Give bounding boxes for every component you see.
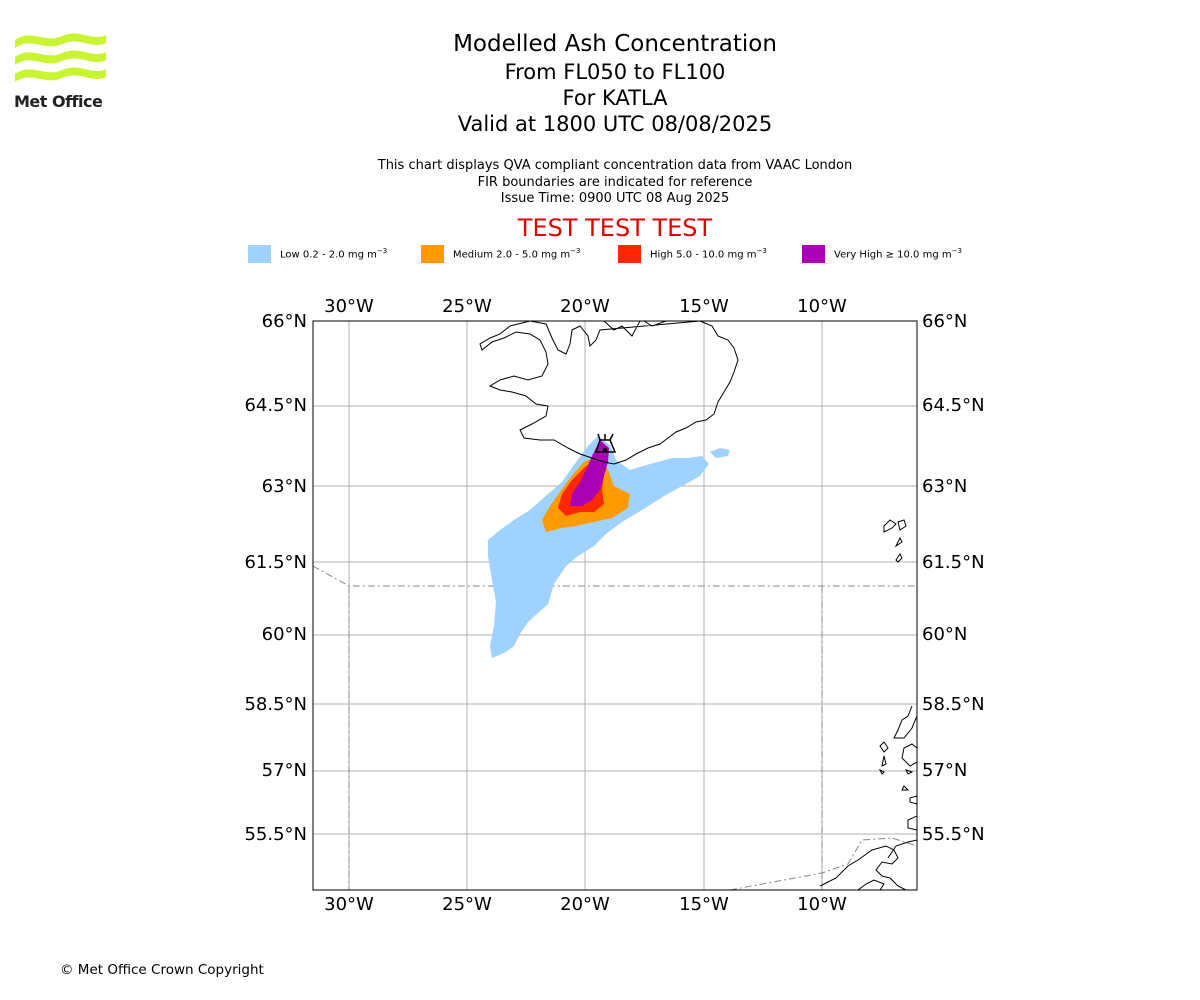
- map-frame: [312, 320, 918, 891]
- issue-time: Issue Time: 0900 UTC 08 Aug 2025: [500, 191, 730, 206]
- shetland-coastline: [893, 705, 917, 739]
- legend-swatch-low: [248, 245, 271, 263]
- hebrides-coastline: [878, 768, 917, 831]
- subtitle-line: This chart displays QVA compliant concen…: [377, 158, 853, 173]
- legend-label-medium: Medium 2.0 - 5.0 mg m−3: [453, 247, 581, 261]
- met-office-logo: Met Office: [14, 30, 109, 112]
- lon-label: 30°W: [324, 894, 374, 915]
- ireland-scotland-coastline: [819, 839, 917, 890]
- chart-title: Modelled Ash Concentration: [453, 31, 777, 57]
- lat-label: 55.5°N: [244, 824, 307, 845]
- met-office-waves-icon: [15, 33, 106, 82]
- lat-label: 55.5°N: [922, 824, 985, 845]
- lon-label: 25°W: [442, 296, 492, 317]
- lon-label: 15°W: [679, 296, 729, 317]
- volcano-icon: [594, 433, 617, 453]
- lat-label: 66°N: [922, 311, 967, 332]
- lon-labels-top: 30°W 25°W 20°W 15°W 10°W: [324, 296, 847, 317]
- copyright: © Met Office Crown Copyright: [60, 962, 264, 978]
- lon-label: 15°W: [679, 894, 729, 915]
- lat-label: 57°N: [922, 760, 967, 781]
- lon-label: 30°W: [324, 296, 374, 317]
- test-banner: TEST TEST TEST: [517, 214, 713, 242]
- orkney-coastline: [879, 741, 917, 767]
- ash-very-high-region: [570, 440, 609, 506]
- legend-label-high: High 5.0 - 10.0 mg m−3: [650, 247, 767, 261]
- chart-title-block: Modelled Ash Concentration From FL050 to…: [315, 30, 915, 137]
- ash-low-patch: [710, 448, 730, 458]
- lat-label: 66°N: [262, 311, 307, 332]
- faroe-islands-coastline: [883, 519, 907, 563]
- subtitle-line: FIR boundaries are indicated for referen…: [477, 174, 753, 190]
- lon-label: 10°W: [797, 296, 847, 317]
- legend-swatch-high: [618, 245, 641, 263]
- lon-label: 25°W: [442, 894, 492, 915]
- legend-label-very-high: Very High ≥ 10.0 mg m−3: [834, 247, 962, 261]
- lat-label: 60°N: [262, 624, 307, 645]
- lat-label: 64.5°N: [922, 395, 985, 416]
- coastlines: [479, 321, 917, 890]
- legend-label-low: Low 0.2 - 2.0 mg m−3: [280, 247, 388, 261]
- volcano-name: For KATLA: [562, 86, 668, 110]
- ash-low-region: [488, 436, 709, 658]
- lat-label: 63°N: [262, 476, 307, 497]
- chart-subtitle: This chart displays QVA compliant concen…: [315, 158, 915, 208]
- lat-labels-left: 66°N 64.5°N 63°N 61.5°N 60°N 58.5°N 57°N…: [244, 311, 307, 845]
- lat-label: 63°N: [922, 476, 967, 497]
- legend-swatch-very-high: [802, 245, 825, 263]
- lon-labels-bottom: 30°W 25°W 20°W 15°W 10°W: [324, 894, 847, 915]
- lon-label: 10°W: [797, 894, 847, 915]
- legend-swatch-medium: [421, 245, 444, 263]
- lat-label: 61.5°N: [922, 552, 985, 573]
- lat-label: 57°N: [262, 760, 307, 781]
- iceland-coastline: [479, 321, 739, 465]
- lat-label: 64.5°N: [244, 395, 307, 416]
- lon-label: 20°W: [560, 894, 610, 915]
- lon-label: 20°W: [560, 296, 610, 317]
- lat-label: 58.5°N: [922, 694, 985, 715]
- fir-boundaries: [313, 565, 917, 890]
- lat-label: 60°N: [922, 624, 967, 645]
- valid-time: Valid at 1800 UTC 08/08/2025: [457, 112, 773, 136]
- flight-level-range: From FL050 to FL100: [504, 60, 726, 84]
- lat-label: 58.5°N: [244, 694, 307, 715]
- map-gridlines: [313, 321, 917, 890]
- logo-text: Met Office: [14, 92, 103, 111]
- lat-label: 61.5°N: [244, 552, 307, 573]
- lat-labels-right: 66°N 64.5°N 63°N 61.5°N 60°N 58.5°N 57°N…: [922, 311, 985, 845]
